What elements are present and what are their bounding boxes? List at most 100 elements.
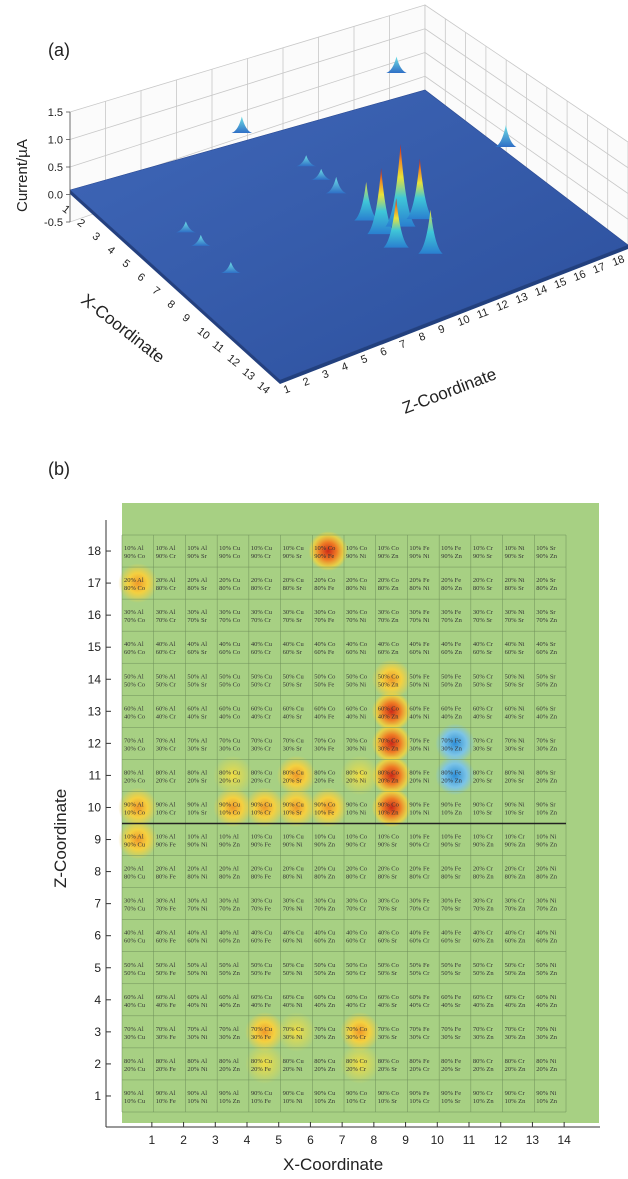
panel-b-cell-line2: 70% Cr — [409, 906, 430, 913]
panel-b-cell-line1: 70% Cu — [219, 737, 241, 744]
panel-b-cell-line1: 70% Fe — [409, 737, 429, 744]
panel-b-cell-line2: 40% Ni — [187, 1002, 207, 1009]
panel-b-cell-line1: 60% Cu — [283, 994, 305, 1001]
panel-b-hotspot — [213, 755, 253, 796]
panel-b-cell-line1: 30% Al — [156, 609, 176, 616]
panel-b-cell-line1: 70% Fe — [441, 1026, 461, 1033]
panel-b-cell-line1: 10% Al — [124, 545, 144, 552]
panel-b-cell-line2: 90% Fe — [314, 553, 334, 560]
panel-b-cell-line1: 60% Al — [187, 705, 207, 712]
panel-b-cell-line1: 90% Cr — [473, 1090, 494, 1097]
panel-b-cell-line1: 20% Al — [156, 577, 176, 584]
panel-b-cell-line2: 90% Sr — [378, 842, 398, 849]
panel-b-xtick-label: 3 — [212, 1133, 219, 1147]
panel-b-cell-line1: 40% Ni — [505, 641, 525, 648]
panel-b-ytick-label: 18 — [88, 544, 102, 558]
panel-b-cell-line2: 60% Zn — [505, 938, 527, 945]
panel-b-label: (b) — [48, 459, 70, 479]
panel-b-cell-line1: 10% Cu — [314, 834, 336, 841]
panel-b-cell-line2: 40% Ni — [283, 1002, 303, 1009]
panel-b-cell-line2: 50% Zn — [314, 970, 336, 977]
panel-b-cell-line2: 20% Cr — [251, 777, 272, 784]
panel-b-cell-line2: 40% Zn — [378, 713, 400, 720]
panel-b-cell-line1: 10% Co — [314, 545, 335, 552]
panel-b-cell-line2: 30% Zn — [219, 1034, 241, 1041]
panel-b-hotspot — [118, 563, 158, 603]
panel-b-hotspot — [308, 531, 348, 571]
panel-b-cell-line2: 50% Sr — [473, 681, 493, 688]
panel-b-cell-line1: 20% Cr — [473, 577, 494, 584]
panel-b-cell-line1: 30% Cu — [219, 609, 241, 616]
panel-b-cell-line1: 50% Al — [219, 962, 239, 969]
panel-b-cell-line1: 70% Cr — [473, 737, 494, 744]
panel-b-xtick-label: 14 — [557, 1133, 571, 1147]
panel-b-cell-line1: 40% Al — [124, 641, 144, 648]
panel-b-grid — [121, 534, 567, 1113]
panel-b-cell-line2: 50% Ni — [346, 681, 366, 688]
panel-b-cell-line2: 40% Fe — [156, 1002, 176, 1009]
panel-a-peak — [367, 168, 395, 235]
panel-a-xtick-label: 10 — [195, 325, 212, 342]
panel-b-cell-line2: 70% Zn — [536, 617, 558, 624]
panel-a-xtick-label: 7 — [150, 285, 162, 298]
panel-b-cell-line1: 30% Cu — [283, 898, 305, 905]
panel-b-cell-line2: 40% Zn — [505, 1002, 527, 1009]
panel-b-cell-line2: 30% Zn — [378, 745, 400, 752]
panel-b-cell-line1: 50% Co — [346, 673, 367, 680]
panel-b-cell-line2: 80% Ni — [346, 585, 366, 592]
panel-b-hotspot — [340, 1044, 380, 1084]
panel-b-cell-line2: 30% Fe — [156, 1034, 176, 1041]
panel-a-ztick-coordinate-label: 15 — [553, 276, 569, 292]
panel-b-hotspot — [213, 787, 253, 828]
panel-b-cell-line1: 20% Al — [187, 577, 207, 584]
panel-b-cell-line1: 50% Cu — [251, 673, 273, 680]
panel-a-ztick-coordinate-label: 8 — [417, 331, 427, 344]
panel-b-cell-line2: 10% Fe — [251, 1098, 271, 1105]
panel-b-hotspot — [435, 755, 475, 796]
panel-a-peak — [221, 262, 241, 274]
panel-b-cell-line1: 10% Cr — [473, 834, 494, 841]
panel-b-cell-line2: 50% Zn — [378, 681, 400, 688]
panel-b-cell-line1: 50% Al — [187, 962, 207, 969]
panel-b-cell-line2: 30% Zn — [536, 1034, 558, 1041]
panel-b-cell-line2: 30% Sr — [378, 1034, 398, 1041]
panel-b-cell-line2: 70% Cr — [156, 617, 177, 624]
panel-b-cell-line2: 60% Sr — [441, 938, 461, 945]
panel-b-cell-line2: 70% Ni — [409, 617, 429, 624]
panel-b-cell-line2: 10% Fe — [156, 1098, 176, 1105]
panel-b-cell-line2: 80% Cr — [346, 874, 367, 881]
panel-b-cell-line2: 40% Co — [219, 713, 240, 720]
panel-a-peak — [311, 168, 331, 180]
panel-a-peak — [325, 176, 347, 194]
panel-a-z-axis: -0.5 0.0 0.5 1.0 1.5 — [44, 107, 71, 229]
panel-b-ytick-label: 17 — [88, 576, 102, 590]
panel-b-cell-line2: 10% Fe — [314, 809, 334, 816]
panel-b-cell-line1: 70% Cu — [283, 1026, 305, 1033]
panel-b-cell-line1: 40% Ni — [536, 930, 556, 937]
panel-a-peaks — [176, 56, 517, 274]
panel-b-cell-line2: 70% Fe — [156, 906, 176, 913]
panel-a-ztick-coordinate-label: 12 — [495, 298, 511, 314]
panel-b-cell-line2: 70% Cr — [346, 906, 367, 913]
panel-b-cell-line1: 30% Ni — [505, 609, 525, 616]
panel-b-cell-line1: 40% Co — [378, 641, 399, 648]
panel-b-cell-line2: 20% Co — [124, 777, 145, 784]
panel-b-cell-line1: 50% Co — [378, 673, 399, 680]
panel-b-cell-line1: 60% Fe — [441, 705, 461, 712]
panel-b-cell-line2: 90% Fe — [251, 842, 271, 849]
panel-b-cell-line1: 50% Co — [346, 962, 367, 969]
panel-b-cell-line2: 80% Zn — [441, 585, 463, 592]
panel-b-cell-line2: 60% Zn — [441, 649, 463, 656]
panel-b-cell-line1: 30% Co — [378, 609, 399, 616]
panel-b-x-ticks: 1 2 3 4 5 6 7 8 9 10 11 12 13 14 — [149, 1122, 571, 1147]
panel-b-cell-line1: 20% Cu — [314, 866, 336, 873]
panel-b-cell-line2: 20% Fe — [251, 1066, 271, 1073]
panel-b-hotspot — [371, 659, 412, 700]
panel-b-cell-line2: 90% Zn — [378, 553, 400, 560]
panel-b-cell-line1: 80% Co — [346, 1058, 367, 1065]
panel-b-heatmap — [118, 531, 475, 1084]
panel-b-cell-line2: 40% Zn — [441, 713, 463, 720]
panel-a-ztick-coordinate-label: 4 — [340, 361, 350, 374]
panel-b-cell-line2: 80% Fe — [156, 874, 176, 881]
